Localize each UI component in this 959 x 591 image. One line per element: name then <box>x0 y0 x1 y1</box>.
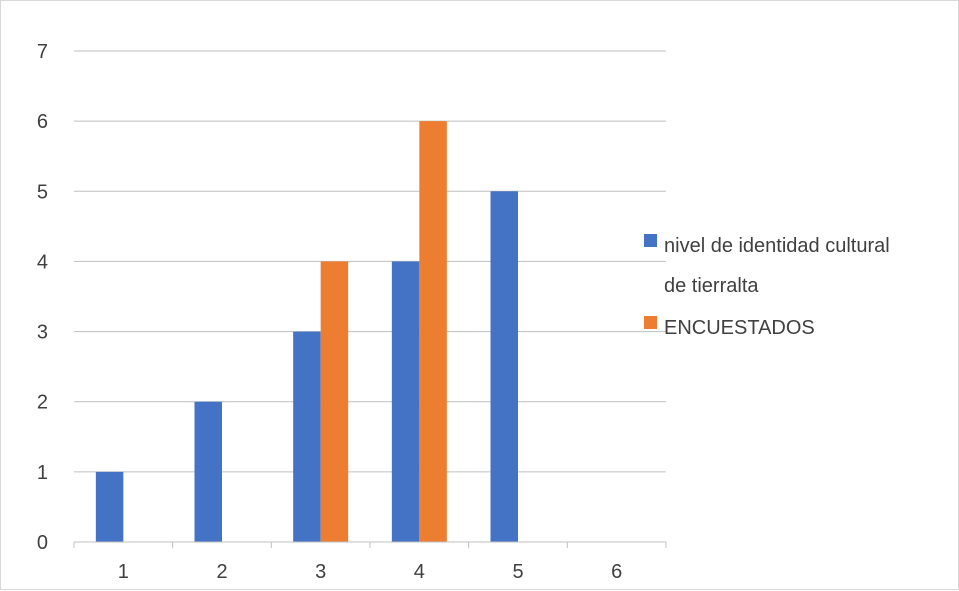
y-tick-label: 6 <box>37 111 48 133</box>
bar-series-1-cat-4 <box>391 261 420 542</box>
y-tick-label: 3 <box>37 322 48 344</box>
legend-label-1: de tierralta <box>664 275 759 297</box>
y-tick-label: 2 <box>37 392 48 414</box>
y-tick-label: 5 <box>37 181 48 203</box>
y-tick-label: 7 <box>37 41 48 63</box>
legend-label-2: ENCUESTADOS <box>664 317 815 339</box>
axes: 0 1 2 3 4 5 6 7 1 2 3 4 5 6 <box>37 41 667 583</box>
y-tick-label: 0 <box>37 532 48 554</box>
y-tick-label: 4 <box>37 251 48 273</box>
bar-series-1-cat-1 <box>95 471 124 542</box>
x-tick-label: 2 <box>216 561 227 583</box>
x-tick-label: 4 <box>414 561 425 583</box>
bar-series-1-cat-5 <box>490 191 518 543</box>
x-tick-label: 1 <box>118 561 129 583</box>
bar-series-1-cat-2 <box>194 401 222 542</box>
gridlines <box>74 50 666 473</box>
legend-label-1: nivel de identidad cultural <box>664 235 890 257</box>
bar-series-2-cat-4 <box>419 121 447 543</box>
legend: nivel de identidad cultural de tierralta E… <box>644 234 890 339</box>
legend-swatch-2 <box>644 316 657 329</box>
bar-series-2-cat-3 <box>320 261 349 542</box>
bar-series-1-cat-3 <box>293 331 321 542</box>
legend-swatch-1 <box>644 234 657 247</box>
x-tick-label: 5 <box>512 561 523 583</box>
x-tick-label: 3 <box>315 561 326 583</box>
x-tick-label: 6 <box>611 561 622 583</box>
y-tick-label: 1 <box>37 462 48 484</box>
bars <box>95 121 518 543</box>
